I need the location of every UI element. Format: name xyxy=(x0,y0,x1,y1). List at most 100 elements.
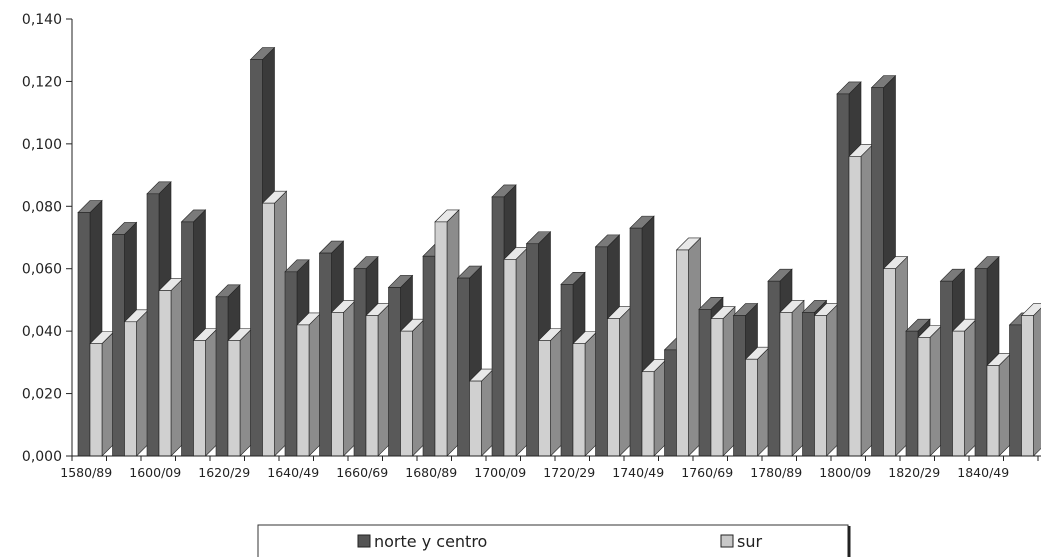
bar-front-face xyxy=(434,221,448,457)
bar-sur-1610/19 xyxy=(192,327,219,457)
bar-front-face xyxy=(250,59,263,457)
bar-sur-1600/09 xyxy=(158,277,184,457)
bar-sur-1850/59 xyxy=(1020,303,1041,457)
bar-front-face xyxy=(1021,315,1034,457)
bar-front-face xyxy=(595,246,608,457)
bar-front-face xyxy=(262,202,275,457)
y-tick-label: 0,000 xyxy=(22,449,62,465)
bar-front-face xyxy=(112,234,125,457)
x-tick-label: 1800/09 xyxy=(819,465,871,480)
bar-front-face xyxy=(353,268,367,457)
y-tick-label: 0,060 xyxy=(22,262,62,278)
y-tick-label: 0,020 xyxy=(22,387,62,403)
y-tick-label: 0,040 xyxy=(22,324,62,340)
legend-swatch-norte-y-centro xyxy=(357,534,371,548)
bar-sur-1780/89 xyxy=(779,299,805,457)
bar-sur-1740/49 xyxy=(641,358,667,457)
bar-front-face xyxy=(181,221,194,457)
x-tick-label: 1660/69 xyxy=(336,465,388,480)
x-tick-label: 1700/09 xyxy=(474,465,526,480)
bar-front-face xyxy=(227,340,241,457)
bar-front-face xyxy=(124,321,137,457)
bar-sur-1580/89 xyxy=(89,330,115,457)
bar-side-face xyxy=(239,327,253,457)
x-tick-label: 1580/89 xyxy=(60,465,112,480)
x-tick-label: 1720/29 xyxy=(543,465,595,480)
bar-front-face xyxy=(560,284,574,457)
y-tick-label: 0,120 xyxy=(22,74,62,90)
bar-front-face xyxy=(974,268,988,457)
bar-sur-1660/69 xyxy=(365,302,391,457)
y-tick-label: 0,140 xyxy=(22,12,62,28)
bar-front-face xyxy=(77,212,91,457)
bar-front-face xyxy=(158,290,172,457)
bar-front-face xyxy=(331,312,344,457)
bar-sur-1630/39 xyxy=(261,190,288,457)
bar-front-face xyxy=(365,315,379,457)
legend: norte y centro sur xyxy=(257,524,851,557)
bar-front-face xyxy=(836,93,850,457)
bar-front-face xyxy=(284,271,298,457)
x-tick-label: 1740/49 xyxy=(612,465,664,480)
bar-sur-1730/39 xyxy=(606,305,633,457)
bar-front-face xyxy=(457,277,470,457)
bar-front-face xyxy=(538,340,551,457)
bar-sur-1670/79 xyxy=(399,318,426,457)
bar-front-face xyxy=(388,287,401,457)
bar-front-face xyxy=(319,252,332,457)
x-tick-label: 1620/29 xyxy=(198,465,250,480)
bar-front-face xyxy=(940,280,953,457)
x-tick-label: 1600/09 xyxy=(129,465,181,480)
bar-sur-1710/19 xyxy=(537,327,564,457)
bar-sur-1680/89 xyxy=(434,209,460,457)
x-tick-label: 1640/49 xyxy=(267,465,319,480)
bar-front-face xyxy=(491,196,505,457)
bar-sur-1720/29 xyxy=(572,330,598,457)
bar-sur-1840/49 xyxy=(986,352,1012,457)
bar-front-face xyxy=(779,312,793,457)
bar-front-face xyxy=(503,259,517,457)
bar-front-face xyxy=(905,330,919,457)
bar-side-face xyxy=(1033,307,1041,457)
bar-front-face xyxy=(802,312,815,457)
bar-side-face xyxy=(205,327,218,457)
bar-sur-1690/99 xyxy=(468,368,495,457)
bar-front-face xyxy=(89,343,103,457)
bar-front-face xyxy=(193,340,206,457)
bars-layer xyxy=(77,46,1041,457)
bar-sur-1650/59 xyxy=(330,299,357,457)
bar-sur-1700/09 xyxy=(503,246,529,457)
bar-front-face xyxy=(469,380,482,457)
bar-front-face xyxy=(814,315,827,457)
bar-front-face xyxy=(215,296,229,457)
bar-front-face xyxy=(952,330,965,457)
bar-front-face xyxy=(917,337,931,457)
x-tick-label: 1680/89 xyxy=(405,465,457,480)
bar-front-face xyxy=(641,371,655,457)
bar-side-face xyxy=(136,309,149,457)
bar-front-face xyxy=(745,358,758,457)
bar-front-face xyxy=(572,343,586,457)
bar-front-face xyxy=(1009,324,1022,457)
x-tick-label: 1840/49 xyxy=(957,465,1009,480)
bar-front-face xyxy=(422,255,436,457)
bar-front-face xyxy=(664,349,677,457)
axes: 0,000 0,020 0,040 0,060 0,080 0,100 0,120 0,140… xyxy=(22,12,1041,480)
bar-front-face xyxy=(400,330,413,457)
bar-side-face xyxy=(101,330,115,457)
bar-sur-1820/29 xyxy=(917,324,943,457)
y-tick-label: 0,080 xyxy=(22,199,62,215)
bar-front-face xyxy=(698,308,712,457)
bar-sur-1770/79 xyxy=(744,346,771,457)
bar-front-face xyxy=(146,193,160,457)
bar-front-face xyxy=(986,365,1000,457)
bar-front-face xyxy=(296,324,310,457)
bar-front-face xyxy=(883,268,896,457)
bar-front-face xyxy=(767,280,781,457)
x-tick-label: 1760/69 xyxy=(681,465,733,480)
bar-sur-1830/39 xyxy=(951,318,978,457)
bar-front-face xyxy=(629,227,643,457)
legend-label-sur: sur xyxy=(737,532,762,551)
bar-sur-1750/59 xyxy=(675,237,702,457)
